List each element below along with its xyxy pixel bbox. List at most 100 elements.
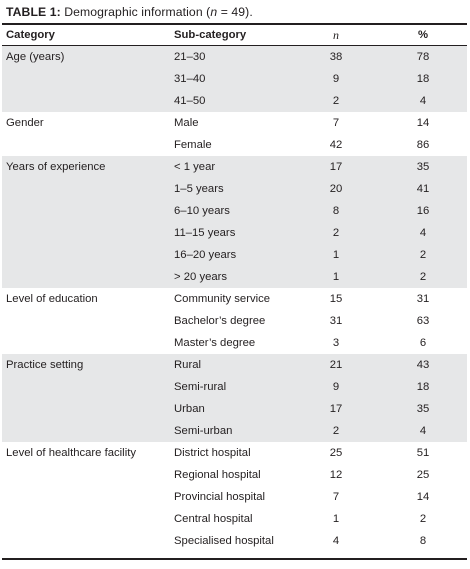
category-cell: Gender [6, 117, 44, 129]
percent-cell: 41 [416, 183, 430, 195]
subcategory-cell: 6–10 years [174, 205, 230, 217]
caption-label: TABLE 1: [6, 5, 61, 19]
n-cell: 4 [332, 535, 340, 547]
n-cell: 2 [332, 425, 340, 437]
table-row: 1–5 years 20 41 [2, 178, 467, 200]
n-cell: 31 [329, 315, 343, 327]
subcategory-cell: District hospital [174, 447, 251, 459]
table-row: Specialised hospital 4 8 [2, 530, 467, 552]
subcategory-cell: 31–40 [174, 73, 206, 85]
n-cell: 1 [332, 249, 340, 261]
n-cell: 8 [332, 205, 340, 217]
header-n: n [333, 28, 339, 42]
table-row: 16–20 years 1 2 [2, 244, 467, 266]
table-row: Age (years) 21–30 38 78 [2, 46, 467, 68]
table-row: Semi-rural 9 18 [2, 376, 467, 398]
n-cell: 7 [332, 491, 340, 503]
n-cell: 2 [332, 227, 340, 239]
header-category: Category [6, 29, 55, 41]
subcategory-cell: Master’s degree [174, 337, 256, 349]
percent-cell: 86 [416, 139, 430, 151]
n-cell: 1 [332, 513, 340, 525]
subcategory-cell: 1–5 years [174, 183, 224, 195]
table-group: Practice setting Rural 21 43 Semi-rural 9 18 Ur… [2, 354, 467, 442]
percent-cell: 2 [419, 271, 427, 283]
table-group: Gender Male 7 14 Female 42 86 [2, 112, 467, 156]
percent-cell: 4 [419, 227, 427, 239]
n-cell: 17 [329, 403, 343, 415]
table-row: 31–40 9 18 [2, 68, 467, 90]
bottom-rule [2, 558, 467, 560]
percent-cell: 18 [416, 73, 430, 85]
percent-cell: 2 [419, 513, 427, 525]
percent-cell: 4 [419, 95, 427, 107]
table-row: Central hospital 1 2 [2, 508, 467, 530]
caption-n-symbol: n [210, 5, 218, 19]
category-cell: Practice setting [6, 359, 84, 371]
table-row: Master’s degree 3 6 [2, 332, 467, 354]
n-cell: 2 [332, 95, 340, 107]
table-row: 41–50 2 4 [2, 90, 467, 112]
subcategory-cell: > 20 years [174, 271, 228, 283]
top-rule [2, 23, 467, 25]
n-cell: 1 [332, 271, 340, 283]
category-cell: Years of experience [6, 161, 106, 173]
subcategory-cell: 41–50 [174, 95, 206, 107]
category-cell: Age (years) [6, 51, 65, 63]
n-cell: 15 [329, 293, 343, 305]
percent-cell: 35 [416, 161, 430, 173]
subcategory-cell: Semi-urban [174, 425, 233, 437]
table-caption: TABLE 1: Demographic information (n = 49… [6, 5, 253, 19]
caption-text-after: = 49). [217, 5, 253, 19]
table-row: 11–15 years 2 4 [2, 222, 467, 244]
subcategory-cell: Male [174, 117, 199, 129]
n-cell: 38 [329, 51, 343, 63]
subcategory-cell: Female [174, 139, 212, 151]
subcategory-cell: Community service [174, 293, 271, 305]
table-row: Level of education Community service 15 31 [2, 288, 467, 310]
percent-cell: 8 [419, 535, 427, 547]
subcategory-cell: Central hospital [174, 513, 253, 525]
percent-cell: 63 [416, 315, 430, 327]
percent-cell: 35 [416, 403, 430, 415]
table-group: Age (years) 21–30 38 78 31–40 9 18 41–50 2 4 [2, 46, 467, 112]
n-cell: 25 [329, 447, 343, 459]
table-row: Female 42 86 [2, 134, 467, 156]
caption-text-before: Demographic information ( [60, 5, 211, 19]
subcategory-cell: Specialised hospital [174, 535, 274, 547]
percent-cell: 78 [416, 51, 430, 63]
table-group: Level of healthcare facility District hos… [2, 442, 467, 552]
percent-cell: 2 [419, 249, 427, 261]
table-row: Urban 17 35 [2, 398, 467, 420]
subcategory-cell: Bachelor’s degree [174, 315, 266, 327]
subcategory-cell: 11–15 years [174, 227, 236, 239]
percent-cell: 51 [416, 447, 430, 459]
table-row: Level of healthcare facility District hos… [2, 442, 467, 464]
category-cell: Level of education [6, 293, 98, 305]
n-cell: 9 [332, 381, 340, 393]
n-cell: 7 [332, 117, 340, 129]
table-row: Provincial hospital 7 14 [2, 486, 467, 508]
subcategory-cell: < 1 year [174, 161, 216, 173]
subcategory-cell: Semi-rural [174, 381, 227, 393]
n-cell: 17 [329, 161, 343, 173]
percent-cell: 14 [416, 491, 430, 503]
header-subcategory: Sub-category [174, 29, 247, 41]
percent-cell: 31 [416, 293, 430, 305]
table-row: Years of experience < 1 year 17 35 [2, 156, 467, 178]
percent-cell: 4 [419, 425, 427, 437]
table-group: Level of education Community service 15 31 B… [2, 288, 467, 354]
header-rule [2, 45, 467, 47]
percent-cell: 25 [416, 469, 430, 481]
n-cell: 9 [332, 73, 340, 85]
subcategory-cell: Provincial hospital [174, 491, 266, 503]
percent-cell: 18 [416, 381, 430, 393]
table-row: Gender Male 7 14 [2, 112, 467, 134]
subcategory-cell: Regional hospital [174, 469, 261, 481]
header-percent: % [417, 29, 429, 41]
percent-cell: 43 [416, 359, 430, 371]
percent-cell: 16 [416, 205, 430, 217]
table-row: Practice setting Rural 21 43 [2, 354, 467, 376]
table-group: Years of experience < 1 year 17 35 1–5 years… [2, 156, 467, 288]
